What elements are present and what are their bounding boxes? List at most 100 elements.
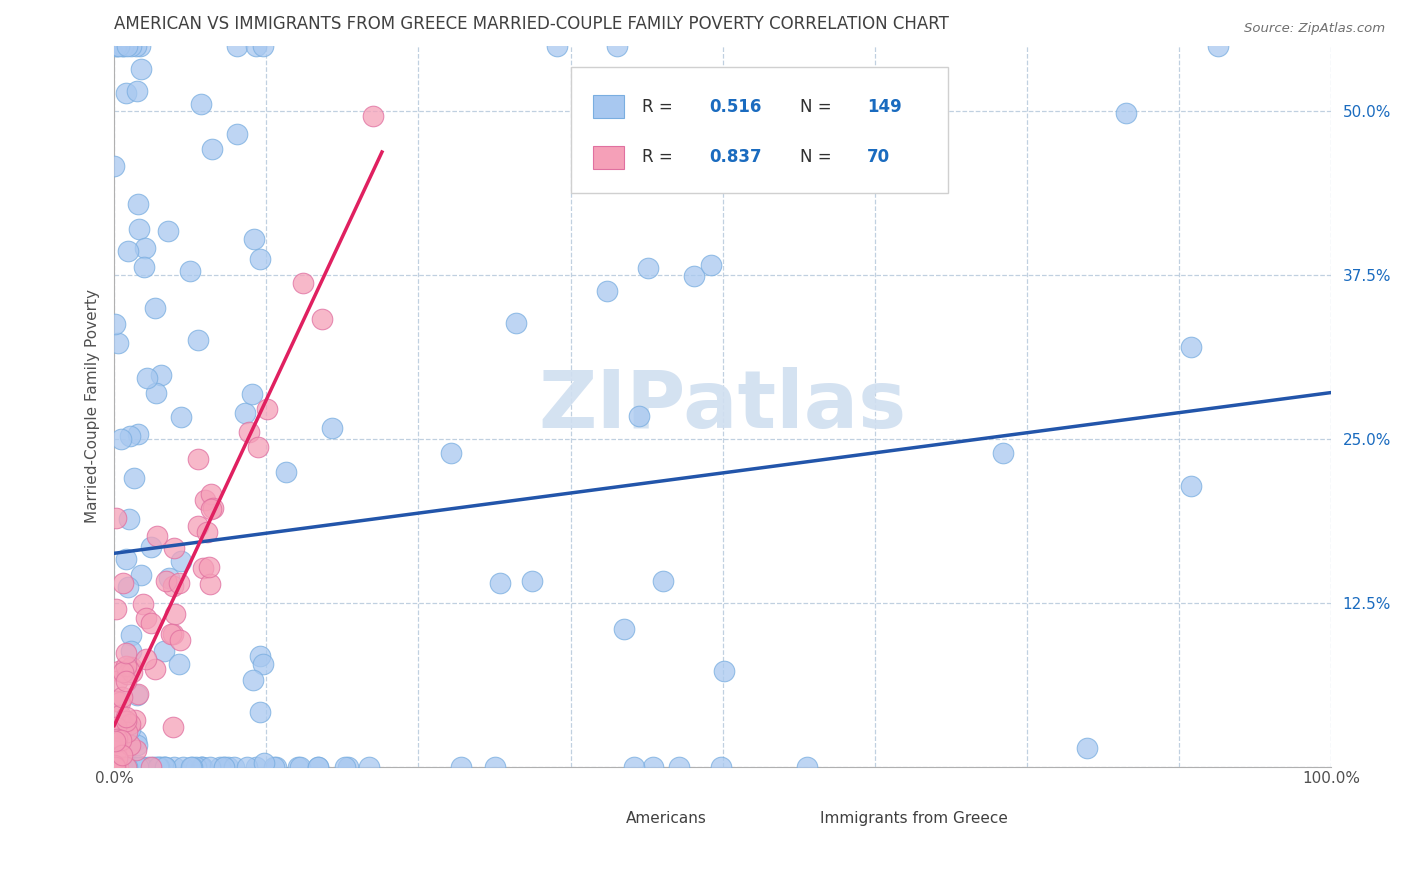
Point <box>108 759 131 773</box>
Point <box>450 759 472 773</box>
Point <box>108 759 131 773</box>
Text: Americans: Americans <box>626 811 706 826</box>
Point <box>796 759 818 773</box>
Point <box>112 576 135 591</box>
Point <box>252 657 274 671</box>
Point <box>195 524 218 539</box>
Point <box>117 759 139 773</box>
Text: Immigrants from Greece: Immigrants from Greece <box>820 811 1008 826</box>
Point <box>307 759 329 773</box>
Point <box>114 759 136 773</box>
Point <box>150 759 173 773</box>
Point <box>117 512 139 526</box>
Point <box>121 665 143 679</box>
Point <box>104 759 127 773</box>
Point <box>111 718 134 732</box>
Point <box>321 421 343 435</box>
Point <box>146 759 169 773</box>
Point <box>233 406 256 420</box>
Point <box>179 263 201 277</box>
Point <box>115 673 138 688</box>
Point <box>120 38 142 53</box>
Point <box>114 552 136 566</box>
Point <box>104 317 127 331</box>
Point <box>163 541 186 556</box>
Point <box>111 665 134 680</box>
Point <box>253 756 276 771</box>
Point <box>115 646 138 660</box>
Text: 149: 149 <box>868 98 901 116</box>
Point <box>212 759 235 773</box>
Point <box>111 690 134 704</box>
Point <box>198 759 221 773</box>
Point <box>337 759 360 773</box>
Point <box>159 570 181 584</box>
Point <box>149 368 172 383</box>
Point <box>141 615 163 630</box>
Point <box>122 471 145 485</box>
Point <box>108 38 131 53</box>
Point <box>440 446 463 460</box>
Point <box>155 574 177 589</box>
Point <box>104 759 127 773</box>
Point <box>145 385 167 400</box>
Point <box>194 493 217 508</box>
Point <box>162 720 184 734</box>
Point <box>169 632 191 647</box>
Text: 70: 70 <box>868 148 890 167</box>
Text: N =: N = <box>800 98 837 116</box>
Point <box>226 127 249 141</box>
Point <box>311 311 333 326</box>
Point <box>127 759 149 773</box>
Point <box>111 38 134 53</box>
Point <box>111 38 134 53</box>
Point <box>103 736 125 750</box>
Point <box>136 759 159 773</box>
Point <box>134 241 156 255</box>
Text: 0.516: 0.516 <box>709 98 761 116</box>
Point <box>1180 479 1202 493</box>
Point <box>242 673 264 687</box>
Point <box>115 658 138 673</box>
Point <box>107 336 129 351</box>
Point <box>169 410 191 425</box>
Point <box>245 38 267 53</box>
Point <box>139 759 162 773</box>
Point <box>115 759 138 773</box>
Point <box>128 38 150 53</box>
Point <box>111 748 134 763</box>
Point <box>209 759 232 773</box>
Point <box>110 432 132 446</box>
Point <box>1208 38 1230 53</box>
Point <box>105 759 128 773</box>
Point <box>217 759 239 773</box>
Point <box>120 628 142 642</box>
Point <box>105 731 128 746</box>
Point <box>105 693 128 707</box>
Point <box>212 759 235 773</box>
Point <box>240 387 263 401</box>
Point <box>104 602 127 616</box>
Text: AMERICAN VS IMMIGRANTS FROM GREECE MARRIED-COUPLE FAMILY POVERTY CORRELATION CHA: AMERICAN VS IMMIGRANTS FROM GREECE MARRI… <box>114 15 949 33</box>
Point <box>1180 340 1202 354</box>
Point <box>148 759 170 773</box>
Point <box>668 759 690 773</box>
Point <box>200 487 222 501</box>
Point <box>120 644 142 658</box>
Point <box>105 751 128 765</box>
Point <box>112 759 135 773</box>
Point <box>224 759 246 773</box>
Point <box>359 759 381 773</box>
Text: ZIPatlas: ZIPatlas <box>538 368 907 445</box>
Point <box>190 96 212 111</box>
Point <box>606 38 628 53</box>
Point <box>118 738 141 752</box>
Point <box>249 706 271 720</box>
Point <box>142 759 165 773</box>
Point <box>198 576 221 591</box>
Text: R =: R = <box>643 98 678 116</box>
Bar <box>592 95 624 119</box>
Point <box>236 759 259 773</box>
Point <box>191 759 214 773</box>
Point <box>187 333 209 347</box>
